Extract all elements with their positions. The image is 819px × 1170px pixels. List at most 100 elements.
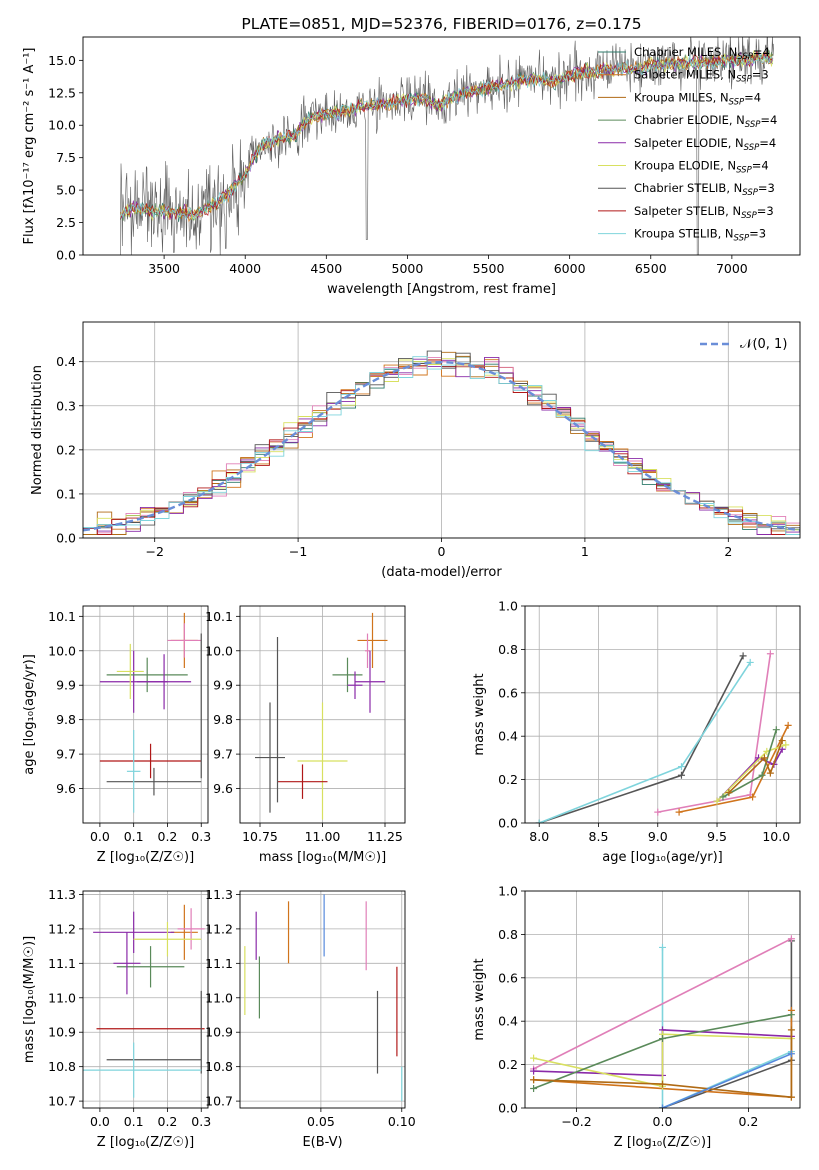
legend-label: Kroupa STELIB, NSSP=3 — [634, 227, 766, 244]
plot-area — [525, 606, 800, 823]
x-axis-label: E(B-V) — [302, 1135, 342, 1150]
y-tick-label: 10.8 — [48, 1059, 76, 1074]
y-tick-label: 0.4 — [498, 729, 518, 744]
y-tick-label: 0.4 — [56, 354, 76, 369]
y-tick-label: 1.0 — [498, 884, 518, 899]
axes-frame — [524, 890, 801, 1109]
y-axis-label: age [log₁₀(age/yr)] — [22, 654, 37, 775]
panel-4: 10.75 11.00 11.25 9.6 9.7 9.8 9.9 10.0 10.1 mass … — [205, 605, 406, 865]
panel-7: 0.05 0.10 10.7 10.8 10.9 11.0 11.1 11.2 11.3 E(B-… — [205, 887, 416, 1150]
plus-marker — [719, 793, 727, 801]
y-tick-label: 11.0 — [205, 990, 233, 1005]
y-tick-label: 11.2 — [205, 921, 233, 936]
plot-area — [83, 606, 208, 823]
x-tick-label: 0.0 — [653, 1114, 673, 1129]
y-tick-label: 10.1 — [205, 609, 233, 624]
x-axis-label: wavelength [Angstrom, rest frame] — [327, 282, 556, 297]
x-tick-label: 9.0 — [648, 829, 668, 844]
weight-line-1 — [538, 655, 744, 823]
x-tick-label: −1 — [289, 544, 307, 559]
x-tick-label: 4000 — [229, 261, 261, 276]
y-tick-label: 9.7 — [213, 747, 233, 762]
plus-marker — [787, 1050, 795, 1058]
y-tick-label: 9.6 — [213, 781, 233, 796]
x-axis-label: Z [log₁₀(Z/Z☉)] — [614, 1135, 711, 1150]
y-tick-label: 10.0 — [48, 118, 76, 133]
legend-text: Kroupa ELODIE, N — [634, 159, 736, 173]
plot-area — [240, 606, 405, 823]
plus-marker — [530, 1054, 538, 1062]
plus-marker — [778, 737, 786, 745]
y-tick-label: 10.8 — [205, 1059, 233, 1074]
y-tick-label: 11.1 — [48, 956, 76, 971]
panel-6: 0.0 0.1 0.2 0.3 10.7 10.8 10.9 11.0 11.1 11.2 11.3… — [22, 887, 211, 1150]
weight-line-3 — [533, 937, 792, 1070]
plus-marker — [787, 1026, 795, 1034]
legend-label: Chabrier STELIB, NSSP=3 — [634, 181, 775, 198]
legend-subscript: SSP — [734, 234, 750, 244]
y-tick-label: 0.0 — [498, 1101, 518, 1116]
plus-marker — [772, 726, 780, 734]
y-tick-label: 10.1 — [48, 609, 76, 624]
plus-marker — [766, 769, 774, 777]
y-tick-label: 10.9 — [205, 1025, 233, 1040]
x-tick-label: 1 — [581, 544, 589, 559]
y-tick-label: 7.5 — [56, 150, 76, 165]
panel-5: 8.0 8.5 9.0 9.5 10.0 0.0 0.2 0.4 0.6 0.8 1.0 age [l… — [472, 599, 801, 865]
y-tick-label: 9.9 — [56, 678, 76, 693]
x-tick-label: 4500 — [310, 261, 342, 276]
x-tick-label: 0.0 — [90, 829, 110, 844]
panel-3: 0.0 0.1 0.2 0.3 9.6 9.7 9.8 9.9 10.0 10.1 Z [log₁₀… — [22, 605, 211, 865]
y-tick-label: 0.2 — [498, 1057, 518, 1072]
plus-marker — [784, 721, 792, 729]
x-tick-label: 8.5 — [589, 829, 609, 844]
plus-marker — [782, 741, 790, 749]
gaussian-curve — [83, 360, 800, 532]
plot-area — [240, 891, 405, 1108]
legend-label: Chabrier MILES, NSSP=4 — [634, 45, 770, 62]
y-tick-label: 1.0 — [498, 599, 518, 614]
legend-text: Salpeter STELIB, N — [634, 204, 741, 218]
plus-marker — [530, 1067, 538, 1075]
x-tick-label: 0.05 — [307, 1114, 335, 1129]
weight-line-8 — [533, 1029, 793, 1099]
spectrum-line-9 — [119, 52, 774, 220]
plus-marker — [530, 1084, 538, 1092]
y-tick-label: 0.1 — [56, 486, 76, 501]
plot-area — [83, 322, 800, 538]
y-tick-label: 0.0 — [56, 531, 76, 546]
plus-marker — [659, 1080, 666, 1088]
weight-line-2 — [661, 947, 792, 1108]
legend-text: Chabrier STELIB, N — [634, 181, 742, 195]
plus-marker — [659, 1104, 666, 1108]
plus-marker — [766, 650, 774, 658]
plot-area — [119, 37, 774, 255]
x-tick-label: 3500 — [148, 261, 180, 276]
x-tick-label: 10.75 — [242, 829, 278, 844]
legend-text: =4 — [759, 136, 776, 150]
x-axis-label: mass [log₁₀(M/M☉)] — [259, 850, 386, 865]
y-tick-label: 0.4 — [498, 1014, 518, 1029]
chart-title: PLATE=0851, MJD=52376, FIBERID=0176, z=0… — [241, 15, 641, 33]
x-tick-label: 2 — [724, 544, 732, 559]
weight-line-3 — [657, 653, 772, 813]
y-tick-label: 5.0 — [56, 183, 76, 198]
legend-subscript: SSP — [741, 211, 757, 221]
plus-marker — [675, 808, 683, 816]
plus-marker — [787, 935, 795, 943]
y-tick-label: 10.9 — [48, 1025, 76, 1040]
plot-area — [525, 891, 800, 1108]
x-tick-label: 9.5 — [707, 829, 727, 844]
x-tick-label: −2 — [145, 544, 163, 559]
plus-marker — [749, 793, 757, 801]
y-tick-label: 9.6 — [56, 781, 76, 796]
legend-subscript: SSP — [729, 97, 745, 107]
x-tick-label: 0.10 — [388, 1114, 416, 1129]
legend-text: Chabrier ELODIE, N — [634, 113, 745, 127]
y-tick-label: 0.2 — [498, 772, 518, 787]
legend-label: Salpeter MILES, NSSP=3 — [634, 68, 769, 85]
x-tick-label: 11.25 — [367, 829, 403, 844]
y-axis-label: mass weight — [472, 673, 487, 755]
legend: Chabrier MILES, NSSP=4 Salpeter MILES, NS… — [598, 45, 777, 244]
histogram-step-9 — [83, 356, 800, 535]
